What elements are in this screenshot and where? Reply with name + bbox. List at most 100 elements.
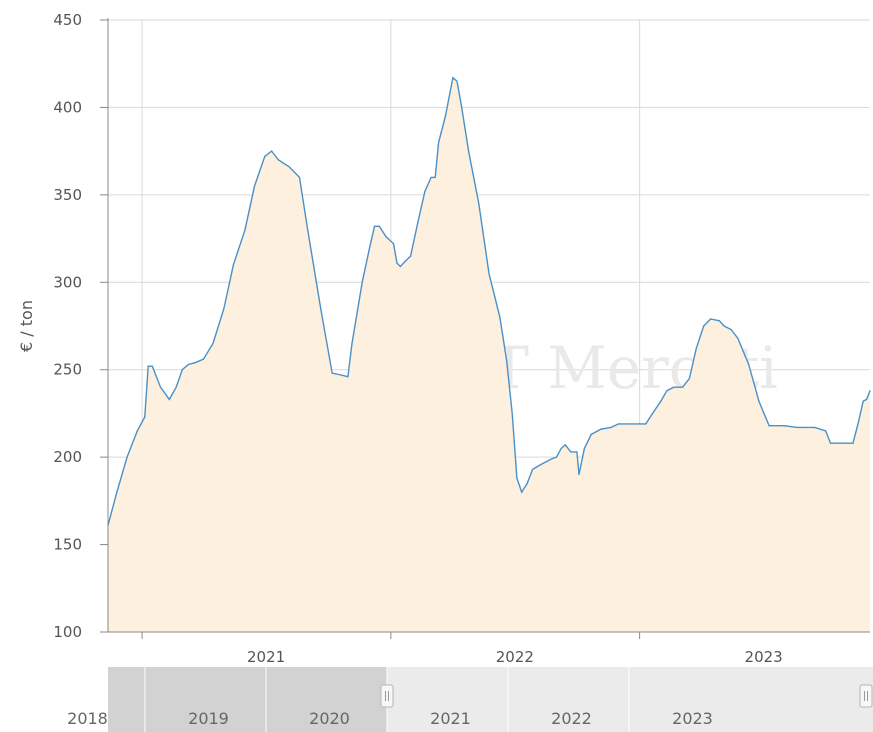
series-point bbox=[723, 325, 725, 327]
series-point bbox=[869, 390, 871, 392]
series-point bbox=[369, 246, 371, 248]
y-tick-label: 350 bbox=[53, 186, 82, 204]
series-point bbox=[136, 430, 138, 432]
series-point bbox=[737, 337, 739, 339]
y-tick-label: 300 bbox=[53, 273, 82, 291]
series-point bbox=[600, 428, 602, 430]
series-point bbox=[499, 316, 501, 318]
series-point bbox=[452, 77, 454, 79]
series-point bbox=[660, 400, 662, 402]
series-point bbox=[511, 412, 513, 414]
series-point bbox=[695, 348, 697, 350]
navigator-year-label[interactable]: 2021 bbox=[430, 709, 471, 728]
y-tick-label: 400 bbox=[53, 98, 82, 116]
series-point bbox=[151, 365, 153, 367]
series-point bbox=[288, 166, 290, 168]
navigator-year-label[interactable]: 2023 bbox=[672, 709, 713, 728]
series-point bbox=[555, 456, 558, 458]
series-point bbox=[298, 176, 301, 178]
series-point bbox=[232, 264, 234, 266]
series-point bbox=[532, 468, 534, 470]
series-point bbox=[862, 400, 864, 402]
series-point bbox=[857, 421, 860, 423]
navigator-year-label[interactable]: 2018 bbox=[67, 709, 108, 728]
series-point bbox=[144, 416, 146, 418]
series-point bbox=[271, 150, 273, 152]
series-point bbox=[478, 203, 480, 205]
series-point bbox=[768, 425, 770, 427]
series-point bbox=[652, 412, 654, 414]
axes bbox=[107, 18, 870, 633]
series-point bbox=[340, 374, 342, 376]
series-point bbox=[181, 369, 183, 371]
series-point bbox=[748, 363, 750, 366]
x-axis-ticks: 2021 2022 2023 bbox=[141, 632, 783, 666]
navigator-left-handle[interactable] bbox=[380, 684, 394, 708]
series-point bbox=[666, 390, 668, 392]
y-tick-label: 450 bbox=[53, 11, 82, 29]
series-point bbox=[639, 423, 641, 425]
series-point bbox=[718, 320, 721, 322]
series-point bbox=[385, 236, 387, 238]
x-tick-label: 2022 bbox=[496, 648, 534, 666]
series-point bbox=[399, 265, 401, 268]
series-point bbox=[583, 447, 586, 449]
series-point bbox=[373, 225, 376, 227]
series-point bbox=[396, 262, 398, 264]
series-point bbox=[551, 458, 553, 460]
series-point bbox=[617, 423, 620, 425]
series-point bbox=[578, 474, 580, 476]
series-point bbox=[347, 376, 349, 378]
series-point bbox=[194, 362, 196, 364]
series-point bbox=[277, 159, 279, 161]
series-point bbox=[434, 176, 436, 178]
series-point bbox=[521, 491, 523, 493]
series-point bbox=[410, 255, 412, 257]
series-point bbox=[187, 363, 189, 366]
series-point bbox=[825, 430, 827, 432]
navigator-right-handle[interactable] bbox=[859, 684, 873, 708]
navigator-year-label[interactable]: 2019 bbox=[188, 709, 229, 728]
y-axis-title: € / ton bbox=[17, 300, 36, 352]
series-point bbox=[175, 386, 177, 388]
series-point bbox=[320, 307, 322, 310]
series-point bbox=[438, 141, 440, 143]
series-point bbox=[223, 307, 225, 310]
series-point bbox=[116, 491, 118, 493]
series-point bbox=[682, 386, 684, 388]
series-point bbox=[576, 451, 578, 453]
series-point bbox=[560, 447, 562, 449]
series-point bbox=[796, 426, 798, 428]
series-point bbox=[307, 229, 309, 231]
series-point bbox=[688, 377, 691, 380]
series-point bbox=[852, 442, 854, 444]
series-point bbox=[159, 386, 162, 388]
series-point bbox=[866, 398, 868, 400]
range-navigator[interactable]: 2018 2019 2020 2021 2022 2023 bbox=[67, 667, 873, 732]
series-point bbox=[253, 185, 256, 187]
series-point bbox=[590, 433, 592, 435]
series-point bbox=[456, 80, 458, 82]
series-point bbox=[351, 342, 353, 345]
series-point bbox=[393, 243, 395, 245]
series-point bbox=[168, 398, 170, 400]
series-point bbox=[126, 456, 128, 458]
series-point bbox=[783, 425, 785, 427]
navigator-year-label[interactable]: 2022 bbox=[551, 709, 592, 728]
series-point bbox=[202, 358, 204, 360]
series-point bbox=[378, 225, 380, 227]
y-tick-label: 150 bbox=[53, 536, 82, 554]
y-tick-label: 200 bbox=[53, 448, 82, 466]
series-point bbox=[444, 115, 446, 117]
series-point bbox=[673, 386, 675, 388]
series-point bbox=[610, 426, 612, 428]
series-point bbox=[627, 423, 629, 425]
series-point bbox=[424, 190, 426, 192]
navigator-year-label[interactable]: 2020 bbox=[309, 709, 350, 728]
series-layer bbox=[107, 76, 871, 632]
series-point bbox=[540, 463, 543, 465]
series-point bbox=[506, 360, 508, 362]
series-point bbox=[404, 260, 406, 262]
series-point bbox=[570, 451, 572, 453]
